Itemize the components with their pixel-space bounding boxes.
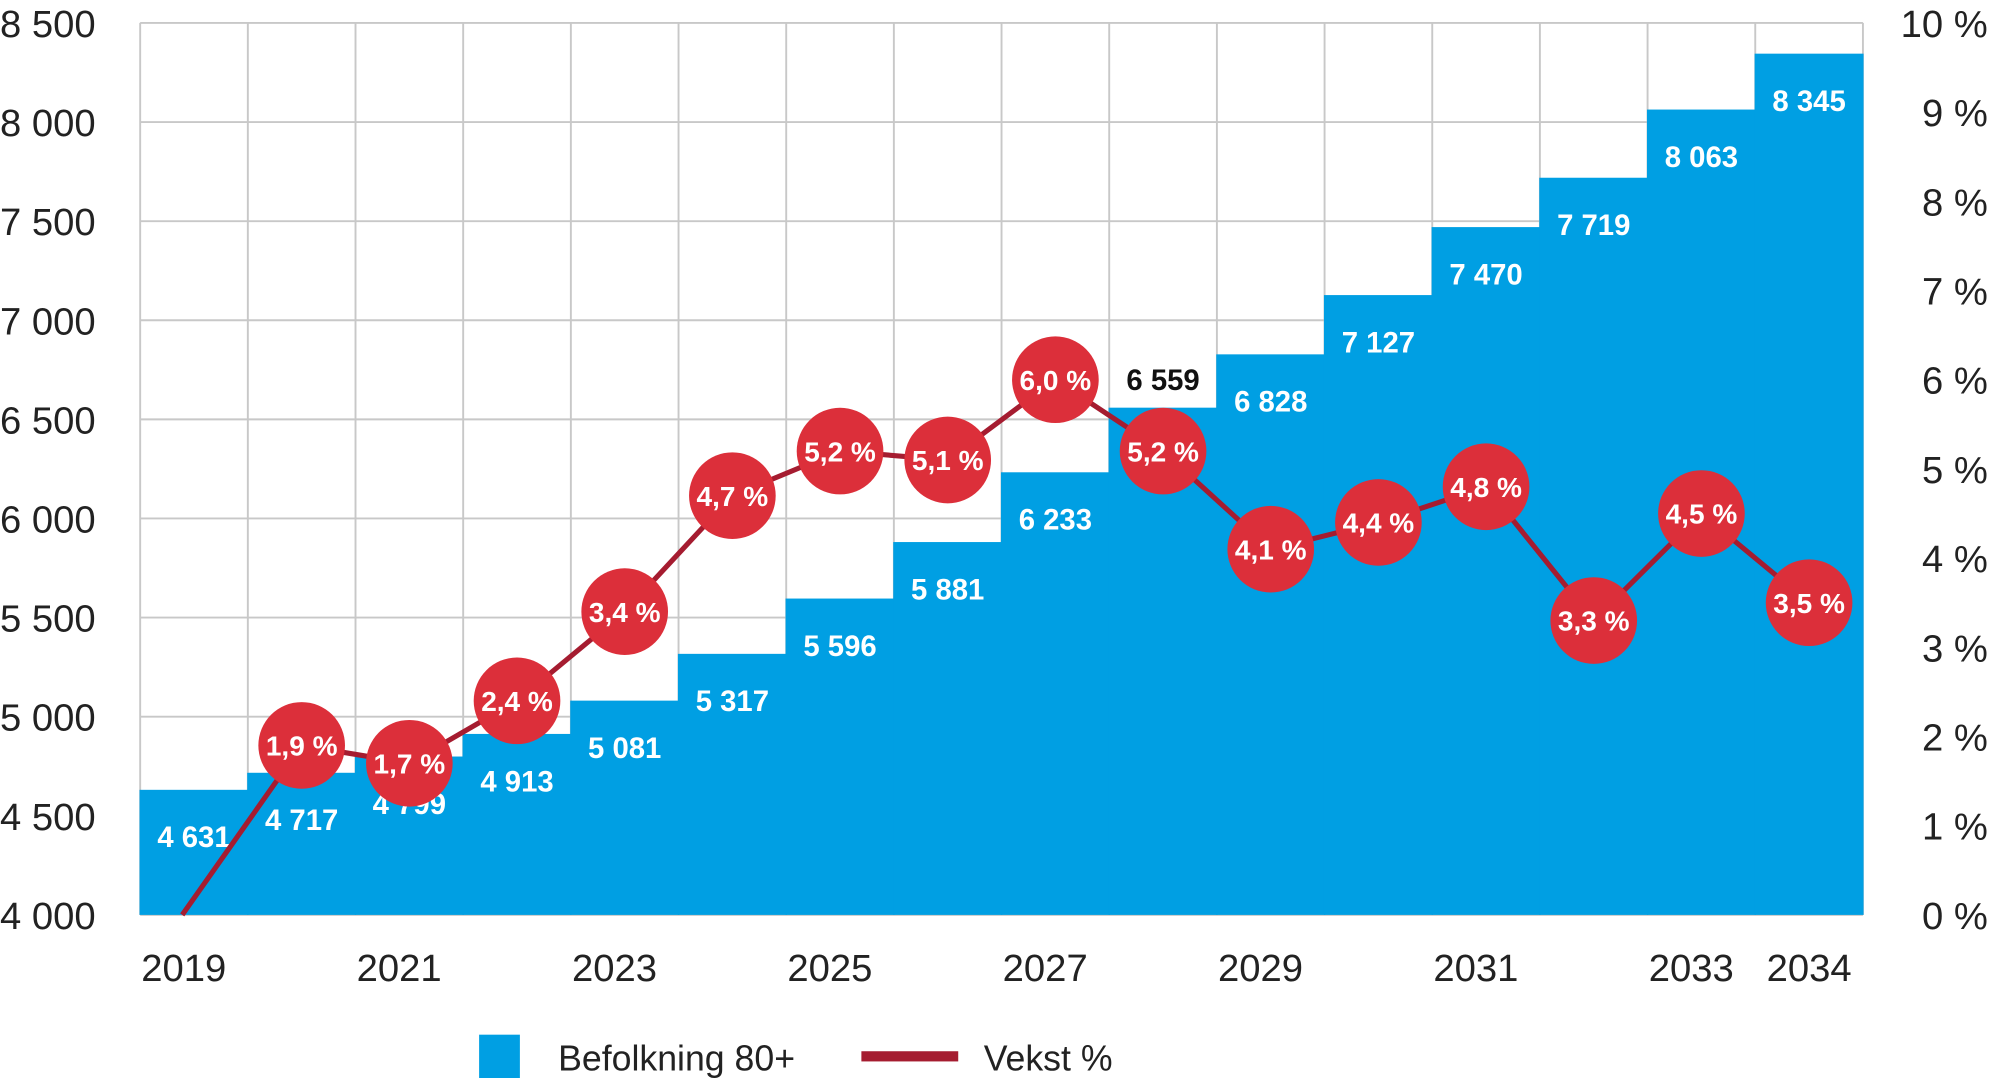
y-left-tick-label: 6 500	[0, 399, 96, 442]
growth-value-label: 4,7 %	[697, 481, 769, 512]
growth-value-label: 1,9 %	[266, 731, 338, 762]
growth-value-label: 4,8 %	[1450, 472, 1522, 503]
growth-line	[180, 376, 1811, 917]
bar	[1216, 354, 1326, 915]
growth-marker	[1012, 336, 1099, 424]
bar	[1754, 53, 1864, 915]
y-right-tick-label: 7 %	[1922, 271, 1988, 314]
bar-value-label: 5 081	[588, 732, 661, 765]
growth-marker	[1119, 407, 1207, 495]
bar-value-label: 5 317	[696, 685, 769, 718]
y-left-tick-label: 8 500	[0, 3, 96, 46]
growth-marker	[689, 452, 776, 539]
y-left-tick-label: 6 000	[0, 498, 96, 541]
growth-value-label: 3,5 %	[1773, 588, 1845, 619]
y-right-tick-label: 5 %	[1922, 449, 1988, 492]
bar-value-label: 7 719	[1557, 209, 1630, 242]
y-left-tick-label: 7 500	[0, 201, 96, 244]
bar-value-label: 5 881	[911, 573, 984, 606]
legend-swatch-line	[861, 1051, 959, 1062]
bar-value-label: 4 913	[480, 765, 553, 798]
y-right-tick-label: 0 %	[1922, 895, 1988, 938]
growth-value-label: 4,5 %	[1666, 499, 1738, 530]
growth-value-label: 1,7 %	[374, 748, 446, 779]
y-left-tick-label: 5 000	[0, 697, 96, 740]
y-right-tick-label: 1 %	[1922, 806, 1988, 849]
legend-label-line: Vekst %	[984, 1038, 1113, 1078]
x-tick-label: 2023	[572, 947, 657, 990]
growth-marker	[1442, 443, 1530, 531]
growth-value-label: 5,2 %	[1127, 436, 1199, 467]
bar	[1323, 295, 1433, 915]
growth-marker	[258, 702, 346, 789]
y-left-tick-label: 4 000	[0, 895, 96, 938]
bar	[677, 653, 787, 915]
bar	[1431, 227, 1541, 915]
bar	[570, 700, 680, 915]
y-right-tick-label: 8 %	[1922, 181, 1988, 224]
y-right-tick-label: 10 %	[1901, 3, 1988, 46]
growth-marker	[904, 416, 992, 504]
bar	[893, 542, 1003, 915]
x-tick-label: 2029	[1218, 947, 1303, 990]
x-tick-label: 2031	[1433, 947, 1518, 990]
growth-marker	[1227, 505, 1315, 593]
x-tick-label: 2027	[1003, 947, 1088, 990]
growth-value-label: 3,3 %	[1558, 606, 1630, 637]
x-tick-label: 2021	[357, 947, 442, 990]
bar-value-label: 6 559	[1126, 364, 1199, 397]
growth-marker	[1335, 479, 1422, 566]
legend-swatch-bars	[479, 1034, 520, 1078]
y-right-tick-label: 3 %	[1922, 627, 1988, 670]
bar-value-label: 5 596	[803, 630, 876, 663]
growth-marker	[581, 568, 669, 655]
growth-value-label: 3,4 %	[589, 597, 661, 628]
bar	[1539, 177, 1649, 915]
growth-marker	[366, 719, 453, 807]
y-right-tick-label: 2 %	[1922, 717, 1988, 760]
y-left-tick-label: 7 000	[0, 300, 96, 343]
bar-value-label: 6 828	[1234, 386, 1307, 419]
bar-value-label: 8 345	[1772, 85, 1845, 118]
growth-marker	[796, 407, 884, 495]
x-tick-label: 2034	[1767, 947, 1852, 990]
y-left-tick-label: 5 500	[0, 598, 96, 641]
y-right-tick-label: 9 %	[1922, 92, 1988, 135]
y-left-tick-label: 4 500	[0, 796, 96, 839]
bar-value-label: 4 717	[265, 804, 338, 837]
y-left-tick-label: 8 000	[0, 102, 96, 145]
bar-value-label: 4 631	[157, 821, 230, 854]
bar-value-label: 8 063	[1665, 141, 1738, 174]
growth-value-label: 5,1 %	[912, 445, 984, 476]
bar-value-label: 7 470	[1449, 258, 1522, 291]
growth-value-label: 4,4 %	[1343, 508, 1415, 539]
growth-value-label: 4,1 %	[1235, 534, 1307, 565]
x-tick-label: 2025	[787, 947, 872, 990]
bar	[247, 772, 357, 915]
x-tick-label: 2033	[1649, 947, 1734, 990]
growth-marker	[1658, 470, 1745, 557]
y-right-tick-label: 4 %	[1922, 538, 1988, 581]
bar	[1000, 472, 1110, 915]
bar-value-label: 6 233	[1019, 504, 1092, 537]
legend-label-bars: Befolkning 80+	[558, 1038, 795, 1078]
bar	[462, 733, 572, 915]
growth-value-label: 2,4 %	[481, 686, 553, 717]
x-tick-label: 2019	[141, 947, 226, 990]
bar-value-label: 7 127	[1342, 326, 1415, 359]
growth-value-label: 5,2 %	[804, 436, 876, 467]
growth-marker	[1765, 559, 1853, 647]
y-right-tick-label: 6 %	[1922, 360, 1988, 403]
bar	[785, 598, 895, 915]
growth-value-label: 6,0 %	[1020, 365, 1092, 396]
growth-marker	[473, 657, 561, 745]
growth-marker	[1550, 577, 1638, 664]
